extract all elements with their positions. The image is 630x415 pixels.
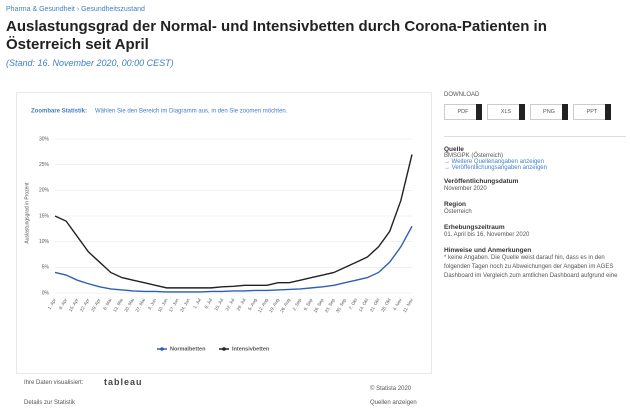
x-tick-label: 27. Mai: [134, 298, 146, 313]
legend-label: Intensivbetten: [232, 346, 270, 352]
sidebar: DOWNLOAD PDF XLS PNG PPT Quelle BMSGPK (Öst…: [444, 92, 626, 281]
page-title: Auslastungsgrad der Normal- und Intensiv…: [6, 18, 547, 53]
x-tick-label: 29. Apr: [90, 297, 102, 312]
x-tick-label: 5. Aug: [247, 297, 258, 311]
x-tick-label: 1. Jul: [192, 298, 202, 310]
legend-swatch: [222, 347, 226, 351]
subtitle: (Stand: 16. November 2020, 00:00 CEST): [6, 58, 174, 68]
zoom-text: Wählen Sie den Bereich im Diagramm aus, …: [95, 109, 288, 115]
x-tick-label: 21. Okt: [369, 297, 381, 313]
section-text: November 2020: [444, 186, 487, 192]
copyright: © Statista 2020: [370, 386, 412, 392]
zoom-label: Zoombare Statistik:: [31, 109, 87, 115]
x-tick-label: 24. Jun: [179, 297, 191, 313]
x-tick-label: 4. Nov: [392, 297, 403, 311]
chart-box: Zoombare Statistik: Wählen Sie den Berei…: [16, 92, 432, 374]
x-tick-label: 22. Apr: [79, 297, 91, 312]
x-tick-label: 30. Sep: [335, 297, 347, 313]
x-tick-label: 6. Mai: [102, 298, 112, 311]
chart: Zoombare Statistik: Wählen Sie den Berei…: [24, 109, 414, 353]
x-tick-label: 20. Mai: [123, 298, 135, 313]
y-axis-label: Auslastungsgrad in Prozent: [24, 182, 30, 244]
x-tick-label: 13. Mai: [112, 298, 124, 313]
x-tick-label: 15. Apr: [68, 297, 80, 312]
section-heading: Hinweise und Anmerkungen: [444, 247, 532, 254]
section-heading: Erhebungszeitraum: [444, 224, 505, 231]
legend-swatch: [160, 347, 164, 351]
download-button[interactable]: PDF: [444, 104, 482, 120]
section-text: * keine Angaben. Die Quelle weist darauf…: [444, 255, 618, 279]
download-heading: DOWNLOAD: [444, 92, 480, 98]
x-tick-label: 9. Sep: [303, 297, 314, 311]
x-tick-label: 2. Sep: [291, 297, 302, 311]
source-link[interactable]: → Veröffentlichungsangaben anzeigen: [444, 165, 547, 171]
sources-link[interactable]: Quellen anzeigen: [370, 400, 417, 406]
y-tick-label: 20%: [39, 188, 50, 194]
x-tick-label: 11. Nov: [402, 297, 414, 313]
download-button[interactable]: XLS: [487, 104, 525, 120]
y-tick-label: 30%: [39, 136, 50, 142]
download-button[interactable]: PPT: [573, 104, 611, 120]
y-tick-label: 5%: [42, 265, 50, 271]
legend-label: Normalbetten: [170, 346, 206, 352]
x-tick-label: 10. Jun: [157, 297, 169, 313]
x-tick-label: 15. Jul: [213, 298, 224, 312]
series-line: [54, 154, 413, 289]
y-tick-label: 10%: [39, 239, 50, 245]
tableau-label: Ihre Daten visualisiert:: [24, 380, 84, 386]
x-tick-label: 29. Jul: [236, 298, 247, 312]
x-tick-label: 26. Aug: [279, 297, 291, 313]
source-link[interactable]: → Weitere Quellenangaben anzeigen: [444, 159, 544, 165]
y-tick-label: 25%: [39, 162, 50, 168]
x-tick-label: 8. Apr: [58, 297, 68, 310]
x-tick-label: 17. Jun: [168, 297, 180, 313]
section-text: Österreich: [444, 209, 472, 215]
x-tick-label: 1. Apr: [47, 297, 57, 310]
y-tick-label: 0%: [42, 290, 50, 296]
x-tick-label: 8. Jul: [203, 298, 213, 310]
x-tick-label: 14. Okt: [358, 297, 370, 313]
section-text: 01. April bis 16. November 2020: [444, 232, 530, 238]
source-heading: Quelle: [444, 146, 464, 153]
x-tick-label: 3. Jun: [147, 297, 158, 311]
details-link[interactable]: Details zur Statistik: [24, 400, 76, 406]
section-heading: Region: [444, 201, 467, 208]
y-tick-label: 15%: [39, 213, 50, 219]
series-line: [54, 225, 413, 293]
download-button[interactable]: PNG: [530, 104, 568, 120]
x-tick-label: 7. Okt: [348, 297, 359, 311]
section-heading: Veröffentlichungsdatum: [444, 178, 519, 185]
tableau-logo[interactable]: tableau: [104, 377, 143, 387]
x-tick-label: 28. Okt: [380, 297, 392, 313]
source: BMSGPK (Österreich): [444, 153, 504, 159]
breadcrumb[interactable]: Pharma & Gesundheit › Gesundheitszustand: [6, 6, 145, 13]
x-tick-label: 22. Jul: [224, 298, 235, 312]
